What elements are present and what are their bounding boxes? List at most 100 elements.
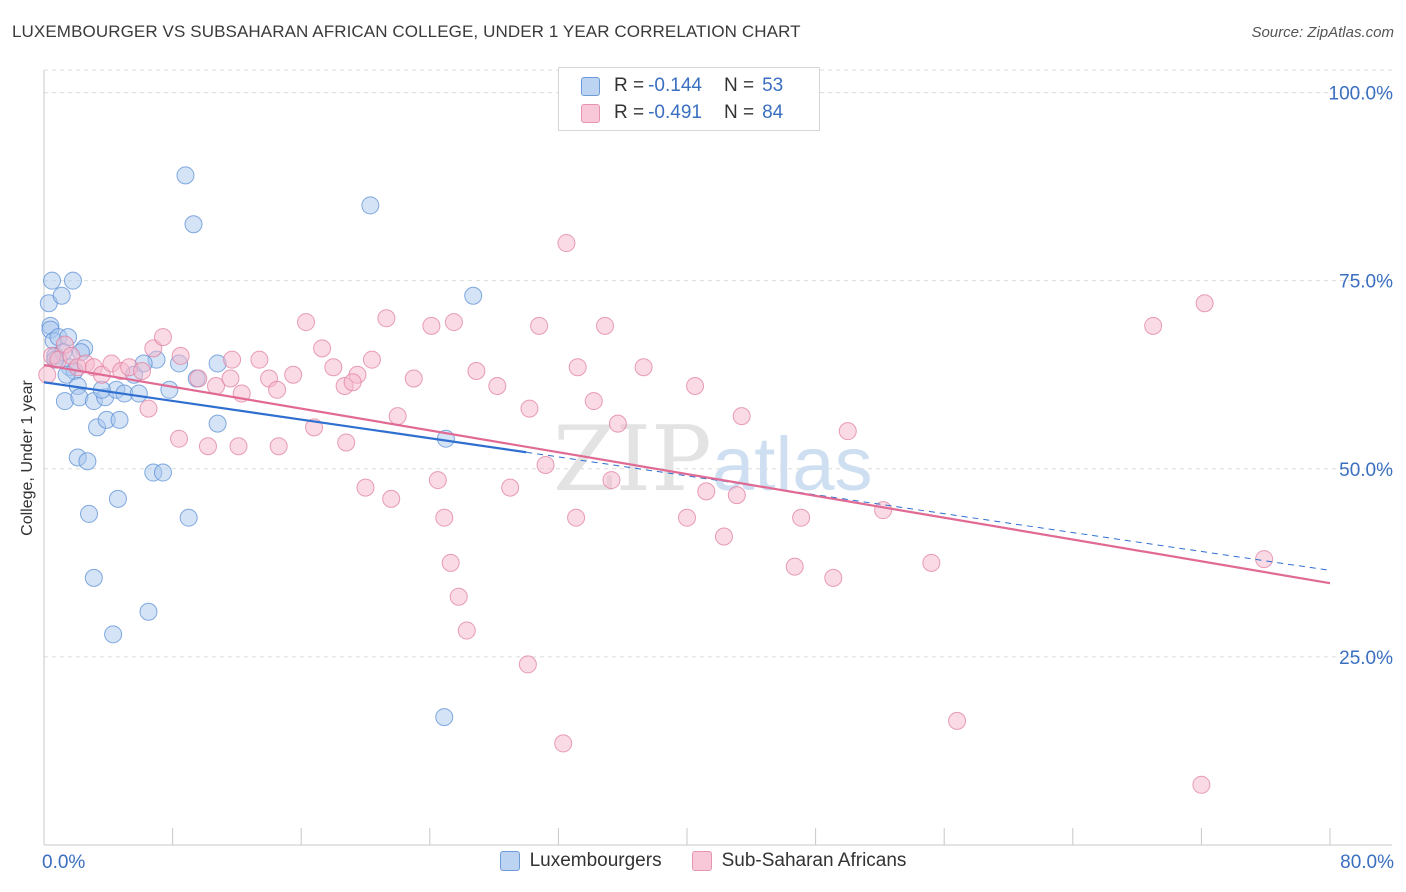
subsaharan-point <box>343 373 362 392</box>
luxembourger-point <box>52 286 71 305</box>
subsaharan-point <box>284 365 303 384</box>
subsaharan-point <box>153 328 172 347</box>
luxembourger-point <box>43 271 62 290</box>
subsaharan-point <box>404 369 423 388</box>
subsaharan-point <box>133 361 152 380</box>
legend-label: Luxembourgers <box>529 850 662 871</box>
subsaharan-point <box>568 358 587 377</box>
subsaharan-point <box>313 339 332 358</box>
subsaharan-point <box>435 508 454 527</box>
luxembourger-point <box>208 414 227 433</box>
subsaharan-point <box>634 358 653 377</box>
subsaharan-point <box>1144 316 1163 335</box>
subsaharan-point <box>449 587 468 606</box>
subsaharan-point <box>824 568 843 587</box>
luxembourger-trend-line <box>43 381 527 454</box>
subsaharan-point <box>324 358 343 377</box>
luxembourger-point <box>139 602 158 621</box>
luxembourger-point <box>84 568 103 587</box>
subsaharan-point <box>377 309 396 328</box>
subsaharan-point <box>1192 775 1211 794</box>
legend-row-luxembourgers: R = -0.144 N = 53 <box>581 73 783 99</box>
subsaharan-trend-line <box>43 363 1331 585</box>
subsaharan-point <box>554 734 573 753</box>
n-label: N = <box>723 102 755 123</box>
x-tick-label-max: 80.0% <box>1340 852 1394 873</box>
subsaharan-point <box>518 655 537 674</box>
subsaharan-point <box>467 361 486 380</box>
r-value: -0.491 <box>648 102 702 123</box>
luxembourger-point <box>80 504 99 523</box>
correlation-legend: R = -0.144 N = 53 R = -0.491 N = 84 <box>558 67 820 131</box>
subsaharan-point <box>584 392 603 411</box>
subsaharan-point <box>457 621 476 640</box>
luxembourger-point <box>153 463 172 482</box>
luxembourger-point <box>63 271 82 290</box>
legend-row-subsaharan: R = -0.491 N = 84 <box>581 100 783 126</box>
subsaharan-point <box>557 234 576 253</box>
x-tick-label-min: 0.0% <box>42 852 86 873</box>
subsaharan-point <box>608 414 627 433</box>
luxembourger-point <box>108 489 127 508</box>
r-label: R = <box>614 102 645 123</box>
y-tick-label: 50.0% <box>1339 460 1393 481</box>
subsaharan-point <box>732 407 751 426</box>
luxembourger-point <box>129 384 148 403</box>
legend-label: Sub-Saharan Africans <box>721 850 907 871</box>
subsaharan-point <box>268 380 287 399</box>
subsaharan-point <box>269 437 288 456</box>
axes-layer <box>43 70 1392 846</box>
subsaharan-point <box>198 437 217 456</box>
subsaharan-point <box>362 350 381 369</box>
luxembourger-point <box>184 215 203 234</box>
subsaharan-point <box>530 316 549 335</box>
y-tick-label: 25.0% <box>1339 648 1393 669</box>
subsaharan-point <box>536 456 555 475</box>
chart-title: LUXEMBOURGER VS SUBSAHARAN AFRICAN COLLE… <box>12 22 801 41</box>
y-axis-label: College, Under 1 year <box>19 380 36 536</box>
subsaharan-point <box>38 365 57 384</box>
subsaharan-point <box>229 437 248 456</box>
trend-layer <box>43 363 1331 585</box>
subsaharan-point <box>922 553 941 572</box>
subsaharan-point <box>388 407 407 426</box>
legend-item-luxembourgers[interactable]: Luxembourgers <box>499 850 662 872</box>
subsaharan-point <box>170 429 189 448</box>
legend-item-subsaharan[interactable]: Sub-Saharan Africans <box>691 850 907 872</box>
subsaharan-point <box>223 350 242 369</box>
source-label: Source: ZipAtlas.com <box>1251 24 1394 41</box>
y-tick-label: 75.0% <box>1339 272 1393 293</box>
series-legend: Luxembourgers Sub-Saharan Africans <box>0 850 1406 872</box>
n-value: 53 <box>762 75 784 96</box>
subsaharan-point <box>356 478 375 497</box>
legend-swatch-blue <box>499 851 520 871</box>
subsaharan-point <box>221 369 240 388</box>
subsaharan-point <box>1195 294 1214 313</box>
subsaharan-point <box>596 316 615 335</box>
luxembourger-point <box>179 508 198 527</box>
luxembourger-point <box>160 380 179 399</box>
subsaharan-point <box>727 486 746 505</box>
subsaharan-point <box>792 508 811 527</box>
subsaharan-point <box>1255 550 1274 569</box>
subsaharan-point <box>444 313 463 332</box>
grid-layer <box>44 69 1392 658</box>
subsaharan-point <box>678 508 696 527</box>
luxembourger-point <box>104 625 123 644</box>
subsaharan-point <box>785 557 804 576</box>
subsaharan-point <box>567 508 586 527</box>
subsaharan-point <box>838 422 857 441</box>
luxembourger-point <box>435 708 454 727</box>
subsaharan-point <box>337 433 356 452</box>
y-tick-labels: 25.0% 50.0% 75.0% 100.0% <box>1329 84 1394 669</box>
r-value: -0.144 <box>648 75 702 96</box>
subsaharan-point <box>697 482 716 501</box>
subsaharan-point <box>428 471 447 490</box>
watermark-zip: ZIP <box>553 407 712 512</box>
points-layer <box>38 166 1274 794</box>
r-label: R = <box>614 75 645 96</box>
subsaharan-point <box>382 489 401 508</box>
luxembourger-point <box>464 286 483 305</box>
legend-swatch-pink <box>691 851 712 871</box>
